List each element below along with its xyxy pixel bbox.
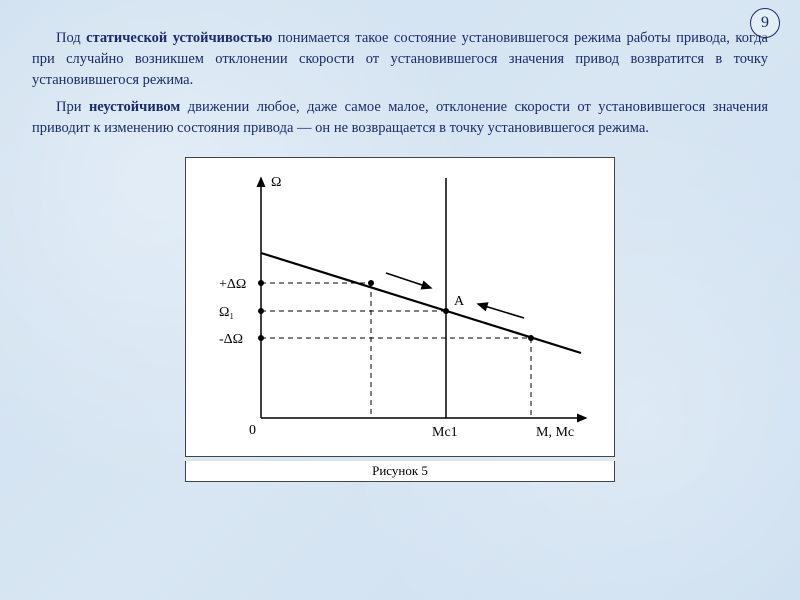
svg-text:Ω: Ω — [271, 175, 281, 190]
page-number: 9 — [761, 14, 769, 32]
para1-pre: Под — [56, 30, 86, 46]
svg-text:M, Mс: M, Mс — [536, 425, 574, 440]
svg-text:A: A — [454, 294, 465, 309]
figure-container: Ω M, Mс 0 Mс1 +ΔΩ Ω₁ -ΔΩ A Рисунок 5 — [32, 157, 768, 482]
svg-text:Ω₁: Ω₁ — [219, 305, 234, 320]
stability-chart: Ω M, Mс 0 Mс1 +ΔΩ Ω₁ -ΔΩ A — [185, 157, 615, 457]
svg-text:Mс1: Mс1 — [432, 425, 458, 440]
svg-text:+ΔΩ: +ΔΩ — [219, 277, 246, 292]
para2-pre: При — [56, 99, 89, 115]
figure-caption: Рисунок 5 — [185, 461, 615, 482]
paragraph-2: При неустойчивом движении любое, даже са… — [32, 97, 768, 139]
para1-bold: статической устойчивостью — [86, 30, 272, 46]
chart-svg: Ω M, Mс 0 Mс1 +ΔΩ Ω₁ -ΔΩ A — [186, 158, 616, 458]
svg-text:0: 0 — [249, 423, 256, 438]
paragraph-1: Под статической устойчивостью понимается… — [32, 28, 768, 91]
para2-bold: неустойчивом — [89, 99, 180, 115]
page-number-badge: 9 — [750, 8, 780, 38]
svg-text:-ΔΩ: -ΔΩ — [219, 332, 243, 347]
